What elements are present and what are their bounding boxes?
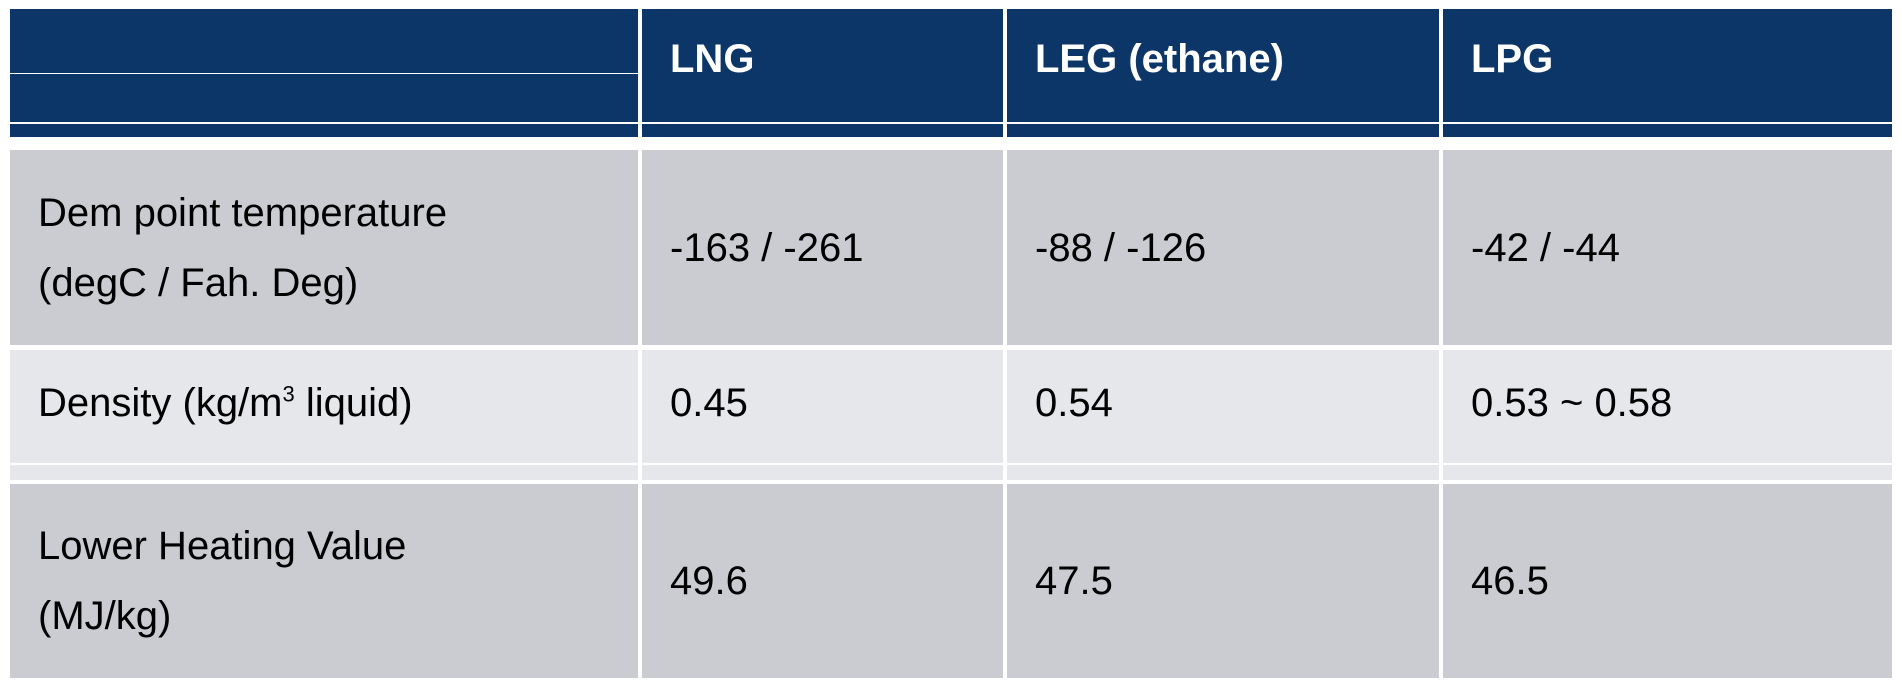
table-cell: 0.45 bbox=[642, 350, 1003, 480]
table-cell: -42 / -44 bbox=[1443, 150, 1892, 345]
header-cell-lpg: LPG bbox=[1443, 9, 1892, 137]
table-row-label: Dem point temperature (degC / Fah. Deg) bbox=[10, 150, 638, 345]
header-divider-inner bbox=[10, 73, 638, 74]
row2-label-prefix: Density (kg/m bbox=[38, 381, 283, 425]
header-cell-lng: LNG bbox=[642, 9, 1003, 137]
table-row-label: Lower Heating Value (MJ/kg) bbox=[10, 484, 638, 678]
header-label-lpg: LPG bbox=[1471, 37, 1554, 81]
table-cell: -88 / -126 bbox=[1007, 150, 1439, 345]
row2-value-lpg: 0.53 ~ 0.58 bbox=[1471, 381, 1673, 425]
row2-label: Density (kg/m3 liquid) bbox=[38, 368, 413, 438]
table-cell: 0.53 ~ 0.58 bbox=[1443, 350, 1892, 480]
row1-label-line2: (degC / Fah. Deg) bbox=[38, 260, 359, 305]
row3-value-leg: 47.5 bbox=[1035, 559, 1113, 603]
table-cell: -163 / -261 bbox=[642, 150, 1003, 345]
row1-value-lpg: -42 / -44 bbox=[1471, 225, 1620, 270]
header-label-leg: LEG (ethane) bbox=[1035, 37, 1284, 81]
row3-label-line1: Lower Heating Value bbox=[38, 524, 407, 568]
row1-label-line1: Dem point temperature bbox=[38, 190, 448, 235]
row3-value-lng: 49.6 bbox=[670, 559, 748, 603]
row2-value-lng: 0.45 bbox=[670, 381, 748, 425]
table-cell: 46.5 bbox=[1443, 484, 1892, 678]
row2-divider bbox=[10, 463, 1892, 465]
row3-value-lpg: 46.5 bbox=[1471, 559, 1549, 603]
row1-value-leg: -88 / -126 bbox=[1035, 225, 1207, 270]
table-cell: 49.6 bbox=[642, 484, 1003, 678]
header-label-lng: LNG bbox=[670, 37, 755, 81]
table-row-label: Density (kg/m3 liquid) bbox=[10, 350, 638, 480]
table-cell: 47.5 bbox=[1007, 484, 1439, 678]
table-cell: 0.54 bbox=[1007, 350, 1439, 480]
row1-value-lng: -163 / -261 bbox=[670, 225, 864, 270]
row2-label-sup: 3 bbox=[282, 381, 295, 407]
row3-label-line2: (MJ/kg) bbox=[38, 594, 172, 638]
row2-value-leg: 0.54 bbox=[1035, 381, 1113, 425]
row2-label-suffix: liquid) bbox=[294, 381, 413, 425]
header-divider-bottom bbox=[10, 122, 1892, 124]
header-cell-leg: LEG (ethane) bbox=[1007, 9, 1439, 137]
